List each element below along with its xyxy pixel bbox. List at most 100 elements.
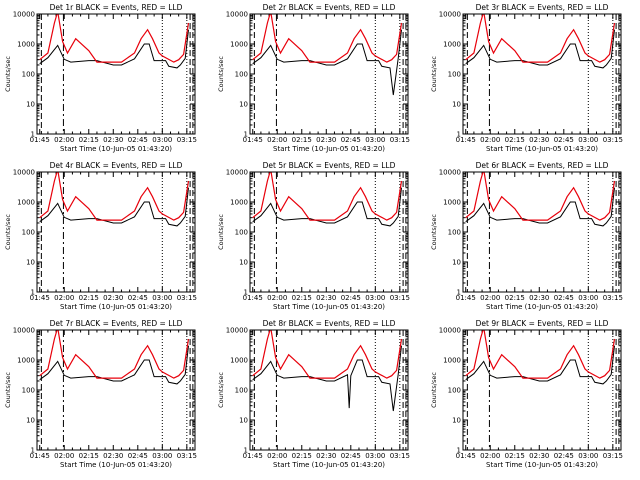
plot-frame: [462, 13, 622, 135]
x-tick-label: 03:00: [152, 294, 172, 302]
series-group: [39, 330, 190, 385]
x-tick-label: 01:45: [456, 294, 476, 302]
lld-series-line: [465, 172, 616, 221]
x-tick-label: 02:00: [54, 136, 74, 144]
y-tick-label: 10000: [226, 11, 248, 19]
y-tick-label: 1: [457, 131, 461, 139]
y-tick-label: 10000: [13, 327, 35, 335]
x-tick-label: 03:15: [603, 452, 623, 460]
panel-title: Det 8r BLACK = Events, RED = LLD: [263, 319, 396, 328]
detector-panel: Det 4r BLACK = Events, RED = LLD Counts/s…: [4, 161, 197, 311]
y-tick-label: 100: [235, 229, 248, 237]
x-tick-label: 02:45: [128, 294, 148, 302]
x-tick-label: 01:45: [30, 452, 50, 460]
y-axis-label: Counts/sec: [430, 372, 438, 408]
y-tick-label: 1000: [443, 41, 461, 49]
x-tick-label: 01:45: [30, 136, 50, 144]
y-tick-label: 100: [448, 71, 461, 79]
x-tick-label: 03:00: [152, 136, 172, 144]
plot-frame: [36, 329, 196, 451]
events-series-line: [465, 345, 615, 385]
series-group: [252, 330, 403, 412]
x-tick-label: 03:15: [603, 136, 623, 144]
x-tick-label: 02:00: [480, 136, 500, 144]
y-tick-label: 10: [239, 259, 248, 267]
x-axis-label: Start Time (10-Jun-05 01:43:20): [486, 303, 598, 311]
panel-title: Det 1r BLACK = Events, RED = LLD: [50, 3, 183, 12]
y-axis-label: Counts/sec: [217, 214, 225, 250]
x-tick-label: 02:30: [529, 294, 549, 302]
x-tick-label: 02:00: [267, 136, 287, 144]
x-tick-label: 03:15: [177, 294, 197, 302]
x-tick-label: 02:15: [79, 136, 99, 144]
x-tick-label: 02:30: [103, 294, 123, 302]
y-tick-label: 10: [452, 259, 461, 267]
series-group: [465, 14, 616, 69]
y-tick-label: 100: [235, 71, 248, 79]
x-tick-label: 03:00: [152, 452, 172, 460]
y-tick-label: 10000: [226, 327, 248, 335]
x-axis-label: Start Time (10-Jun-05 01:43:20): [486, 461, 598, 469]
lld-series-line: [465, 330, 616, 379]
events-series-line: [252, 345, 402, 412]
detector-panel: Det 1r BLACK = Events, RED = LLD Counts/s…: [4, 3, 197, 153]
events-series-line: [39, 187, 189, 227]
x-tick-label: 02:15: [505, 452, 525, 460]
plot-frame: [249, 171, 409, 293]
x-tick-label: 01:45: [456, 136, 476, 144]
x-tick-label: 02:00: [54, 294, 74, 302]
plot-frame: [249, 13, 409, 135]
x-tick-label: 01:45: [456, 452, 476, 460]
x-tick-label: 03:15: [177, 136, 197, 144]
panel-title: Det 5r BLACK = Events, RED = LLD: [263, 161, 396, 170]
y-tick-label: 10000: [439, 169, 461, 177]
lld-series-line: [39, 172, 190, 221]
x-tick-label: 02:15: [505, 136, 525, 144]
series-group: [465, 172, 616, 227]
y-tick-label: 1000: [17, 199, 35, 207]
events-series-line: [39, 29, 189, 69]
y-tick-label: 10: [452, 417, 461, 425]
panel-title: Det 4r BLACK = Events, RED = LLD: [50, 161, 183, 170]
x-tick-label: 02:30: [529, 452, 549, 460]
panel-title: Det 9r BLACK = Events, RED = LLD: [476, 319, 609, 328]
y-tick-label: 100: [448, 387, 461, 395]
y-tick-label: 1: [31, 447, 35, 455]
y-tick-label: 10: [26, 101, 35, 109]
x-axis-label: Start Time (10-Jun-05 01:43:20): [60, 303, 172, 311]
y-axis-label: Counts/sec: [4, 372, 12, 408]
y-tick-label: 1: [31, 131, 35, 139]
x-tick-label: 03:15: [390, 452, 410, 460]
x-tick-label: 02:30: [316, 452, 336, 460]
detector-panel: Det 2r BLACK = Events, RED = LLD Counts/s…: [217, 3, 410, 153]
x-tick-label: 03:00: [365, 452, 385, 460]
y-tick-label: 1: [244, 289, 248, 297]
x-tick-label: 02:45: [554, 294, 574, 302]
y-tick-label: 100: [22, 387, 35, 395]
x-axis-label: Start Time (10-Jun-05 01:43:20): [486, 145, 598, 153]
events-series-line: [252, 29, 402, 96]
y-tick-label: 1: [457, 447, 461, 455]
x-tick-label: 02:15: [505, 294, 525, 302]
x-tick-label: 02:00: [54, 452, 74, 460]
x-axis-label: Start Time (10-Jun-05 01:43:20): [273, 145, 385, 153]
x-axis-label: Start Time (10-Jun-05 01:43:20): [60, 461, 172, 469]
y-axis-label: Counts/sec: [430, 214, 438, 250]
y-tick-label: 1000: [17, 41, 35, 49]
x-tick-label: 02:45: [128, 136, 148, 144]
x-tick-label: 03:00: [365, 294, 385, 302]
y-tick-label: 1000: [443, 199, 461, 207]
y-tick-label: 1000: [443, 357, 461, 365]
y-tick-label: 10: [26, 417, 35, 425]
series-group: [39, 14, 190, 69]
detector-panel: Det 9r BLACK = Events, RED = LLD Counts/s…: [430, 319, 623, 469]
detector-panel: Det 7r BLACK = Events, RED = LLD Counts/s…: [4, 319, 197, 469]
events-series-line: [465, 187, 615, 227]
y-tick-label: 10000: [13, 11, 35, 19]
y-tick-label: 1000: [17, 357, 35, 365]
x-tick-label: 02:15: [292, 136, 312, 144]
y-axis-label: Counts/sec: [217, 372, 225, 408]
plot-frame: [36, 171, 196, 293]
series-group: [252, 172, 403, 227]
